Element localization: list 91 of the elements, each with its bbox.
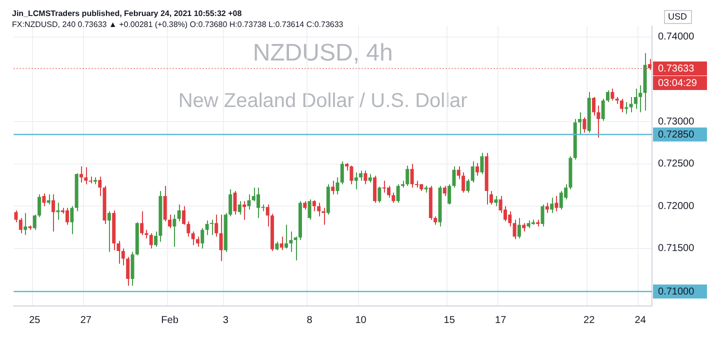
candlestick (406, 165, 410, 186)
candlestick (442, 185, 446, 197)
x-tick-label: 24 (634, 314, 646, 326)
y-tick-label: 0.74000 (658, 32, 695, 43)
candlestick (620, 98, 624, 113)
candlestick (606, 90, 610, 103)
candlestick (396, 184, 400, 204)
candlestick (610, 88, 614, 101)
candlestick (364, 170, 368, 185)
candlestick (373, 175, 377, 204)
candlestick (494, 196, 498, 207)
candlestick (172, 214, 176, 248)
ref-line-label: 0.72850 (658, 129, 695, 140)
candlestick (289, 231, 293, 252)
x-tick-label: 27 (80, 314, 92, 326)
candlestick (350, 165, 354, 185)
candlestick (79, 166, 83, 183)
x-tick-label: 17 (495, 314, 507, 326)
x-tick-label: Feb (161, 314, 179, 326)
y-tick-label: 0.73000 (658, 116, 695, 128)
candlestick (476, 162, 480, 176)
candlestick (70, 206, 74, 235)
candlestick (200, 228, 204, 249)
candlestick (452, 166, 456, 188)
candlestick (233, 190, 237, 216)
candlestick (126, 256, 130, 286)
candlestick (191, 231, 195, 246)
candlestick (601, 98, 605, 122)
annotation: FX:NZDUSD, 240 0.73633 ▲ +0.00281 (+0.38%) O:0.73680 H:0.73738 L:0.73614 C:0.73633 (12, 19, 344, 30)
x-tick-label: 25 (29, 314, 41, 326)
candlestick (107, 210, 111, 252)
candlestick (42, 192, 46, 207)
candlestick (340, 160, 344, 185)
x-tick-label: 22 (584, 314, 596, 326)
text: Jin_LCMSTraders published, February 24, 2021 10:55:32 +08 (12, 8, 243, 19)
candlestick (512, 219, 516, 240)
candlestick (168, 214, 172, 229)
candlestick (554, 196, 558, 212)
candlestick (378, 186, 382, 204)
candlestick (149, 232, 153, 249)
candlestick (545, 202, 549, 214)
y-tick-label: 0.72000 (658, 200, 695, 212)
candlestick (317, 202, 321, 217)
candlestick (480, 152, 484, 175)
candlestick (578, 112, 582, 135)
y-tick-label: 0.72500 (658, 158, 695, 170)
y-tick-label: 0.71500 (658, 243, 695, 254)
candlestick (624, 102, 628, 114)
x-tick-label: 15 (444, 314, 456, 326)
candlestick (550, 197, 554, 214)
candlestick (140, 210, 144, 236)
candlestick (98, 176, 102, 197)
candlestick (284, 224, 288, 249)
candlestick (466, 178, 470, 194)
x-tick-label: 8 (306, 314, 313, 326)
candlestick (308, 198, 312, 220)
candlestick (210, 219, 214, 236)
text: 03:04:29 (658, 78, 698, 89)
x-tick-label: 3 (222, 314, 229, 326)
ref-line-label: 0.71000 (658, 286, 695, 298)
candlestick (219, 214, 223, 262)
candlestick (540, 204, 544, 227)
y-axis-title: USD (668, 11, 688, 22)
candlestick (24, 212, 28, 236)
candlestick (205, 220, 209, 236)
candlestick (312, 200, 316, 212)
candlestick (592, 96, 596, 116)
candlestick (242, 200, 246, 220)
candlestick (238, 200, 242, 216)
candlestick (18, 218, 22, 234)
candlestick (582, 116, 586, 134)
candlestick (280, 236, 284, 251)
candlestick (448, 184, 452, 205)
candlestick (638, 84, 642, 113)
candlestick (214, 214, 218, 238)
candlestick (196, 236, 200, 248)
candlestick (177, 204, 181, 222)
candlestick (410, 163, 414, 188)
candlestick (517, 218, 521, 239)
candlestick (354, 172, 358, 190)
candlestick (52, 194, 56, 232)
candlestick (359, 170, 363, 182)
candlestick (247, 194, 251, 210)
candlestick (470, 160, 474, 183)
x-tick-label: 10 (355, 314, 367, 326)
candlestick (163, 185, 167, 222)
candlestick (336, 176, 340, 195)
text: NZDUSD, 4h (252, 40, 393, 67)
candlestick (46, 194, 50, 205)
ref-line-label: 0.73633 (658, 63, 695, 74)
candlestick (331, 180, 335, 195)
